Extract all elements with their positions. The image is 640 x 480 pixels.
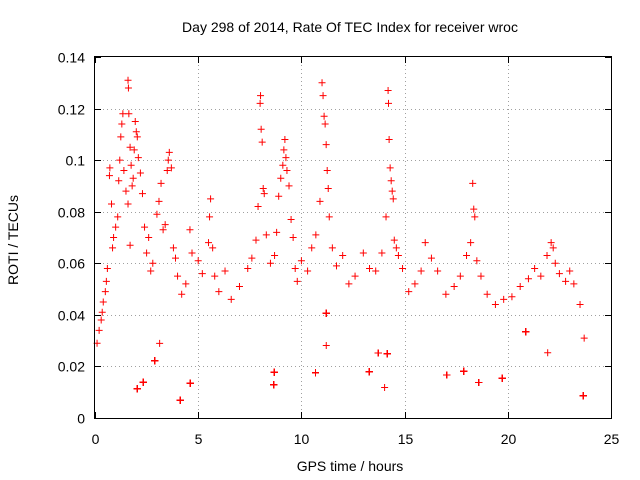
grid (95, 57, 611, 418)
data-points (93, 76, 588, 404)
data-point (544, 349, 552, 357)
data-point (322, 342, 330, 350)
data-point (156, 339, 164, 347)
data-point (381, 383, 389, 391)
